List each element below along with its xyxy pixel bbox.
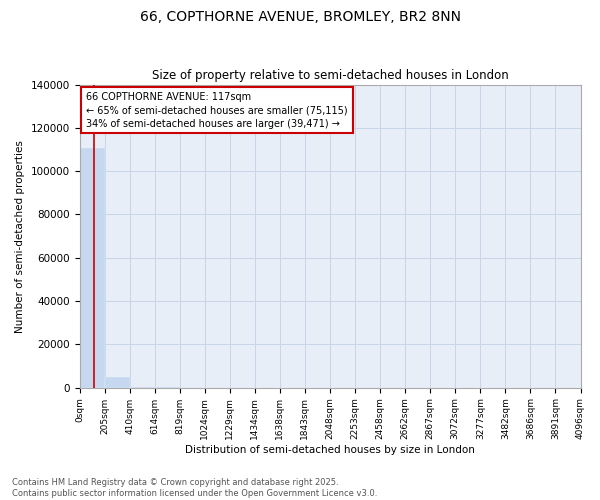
Bar [104,377,130,388]
Text: Contains HM Land Registry data © Crown copyright and database right 2025.
Contai: Contains HM Land Registry data © Crown c… [12,478,377,498]
Bar [80,148,104,388]
X-axis label: Distribution of semi-detached houses by size in London: Distribution of semi-detached houses by … [185,445,475,455]
Y-axis label: Number of semi-detached properties: Number of semi-detached properties [15,140,25,332]
Title: Size of property relative to semi-detached houses in London: Size of property relative to semi-detach… [152,69,508,82]
Text: 66 COPTHORNE AVENUE: 117sqm
← 65% of semi-detached houses are smaller (75,115)
3: 66 COPTHORNE AVENUE: 117sqm ← 65% of sem… [86,92,348,128]
Text: 66, COPTHORNE AVENUE, BROMLEY, BR2 8NN: 66, COPTHORNE AVENUE, BROMLEY, BR2 8NN [139,10,461,24]
